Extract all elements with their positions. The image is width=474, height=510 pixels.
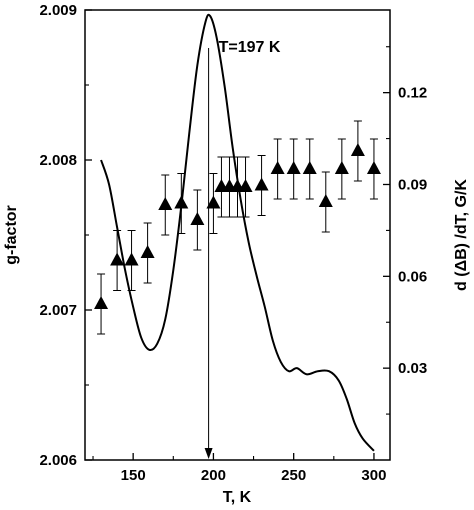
y-left-tick-label: 2.007: [39, 302, 77, 319]
g-factor-marker: [286, 161, 301, 174]
annotation-layer: T=197 K: [204, 39, 281, 459]
x-tick-label: 200: [201, 467, 226, 484]
y-left-tick-label: 2.009: [39, 2, 77, 19]
y-axis-title-left: g-factor: [3, 205, 20, 265]
g-factor-marker: [302, 161, 317, 174]
g-factor-marker: [140, 245, 155, 258]
ticks: [85, 9, 390, 461]
g-factor-marker: [350, 143, 365, 156]
g-factor-marker: [238, 179, 253, 192]
g-factor-marker: [366, 161, 381, 174]
g-factor-marker: [334, 161, 349, 174]
g-factor-marker: [270, 161, 285, 174]
y-axis-title-right: d (ΔB) /dT, G/K: [453, 179, 470, 291]
g-factor-marker: [318, 194, 333, 207]
x-tick-label: 300: [361, 467, 386, 484]
y-right-tick-label: 0.12: [398, 85, 427, 102]
g-factor-points-layer: [94, 120, 381, 335]
y-left-tick-label: 2.006: [39, 452, 77, 469]
y-right-tick-label: 0.09: [398, 176, 427, 193]
derivative-curve-layer: [100, 13, 375, 452]
g-factor-marker: [206, 195, 221, 209]
y-right-tick-label: 0.06: [398, 268, 427, 285]
tick-labels: 150 200 250 300 2.006 2.007 2.008 2.009 0.03 0.06…: [39, 2, 427, 484]
g-factor-marker: [124, 252, 139, 266]
g-factor-marker: [190, 212, 205, 225]
x-tick-label: 150: [121, 467, 146, 484]
g-factor-marker: [110, 252, 125, 266]
x-axis-title: T, K: [223, 489, 252, 506]
x-tick-label: 250: [281, 467, 306, 484]
derivative-curve-line: [100, 13, 375, 452]
annotation-label: T=197 K: [219, 39, 281, 56]
y-right-tick-label: 0.03: [398, 360, 427, 377]
annotation-arrow-head: [204, 448, 213, 459]
g-factor-marker: [94, 296, 109, 309]
g-factor-marker: [158, 197, 173, 210]
g-factor-marker: [254, 177, 269, 191]
g-factor-marker: [174, 195, 189, 209]
y-left-tick-label: 2.008: [39, 152, 77, 169]
